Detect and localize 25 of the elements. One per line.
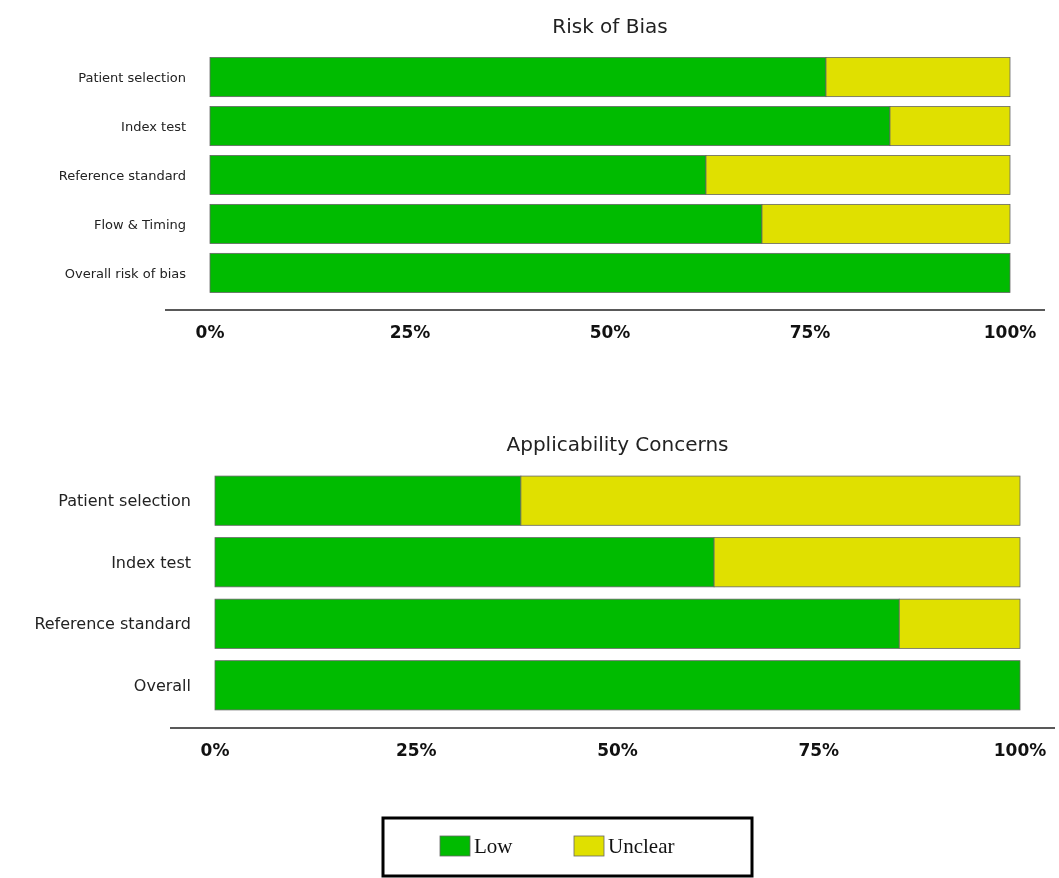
y-tick-label: Overall risk of bias bbox=[64, 265, 187, 281]
x-tick-label: 75% bbox=[798, 740, 840, 760]
x-tick-label: 0% bbox=[200, 740, 230, 760]
y-tick-label: Flow & Timing bbox=[94, 216, 186, 232]
bar bbox=[209, 252, 1011, 293]
y-tick-label: Reference standard bbox=[58, 167, 186, 183]
x-tick-label: 75% bbox=[789, 322, 831, 342]
y-tick-label: Overall bbox=[133, 675, 191, 695]
bar bbox=[214, 660, 1021, 711]
x-tick-label: 0% bbox=[195, 322, 225, 342]
x-tick-label: 25% bbox=[395, 740, 437, 760]
legend-label: Unclear bbox=[608, 834, 675, 859]
chart-title: Risk of Bias bbox=[552, 14, 668, 38]
x-tick-label: 100% bbox=[983, 322, 1037, 342]
legend-label: Low bbox=[474, 834, 514, 859]
y-tick-label: Reference standard bbox=[34, 614, 191, 634]
x-tick-label: 25% bbox=[389, 322, 431, 342]
x-tick-label: 100% bbox=[993, 740, 1047, 760]
x-tick-label: 50% bbox=[597, 740, 638, 760]
x-tick-label: 50% bbox=[589, 322, 631, 342]
y-tick-label: Patient selection bbox=[78, 69, 186, 85]
y-tick-label: Patient selection bbox=[58, 491, 191, 511]
y-tick-label: Index test bbox=[111, 552, 191, 572]
chart-title: Applicability Concerns bbox=[506, 432, 729, 456]
y-tick-label: Index test bbox=[121, 118, 186, 134]
